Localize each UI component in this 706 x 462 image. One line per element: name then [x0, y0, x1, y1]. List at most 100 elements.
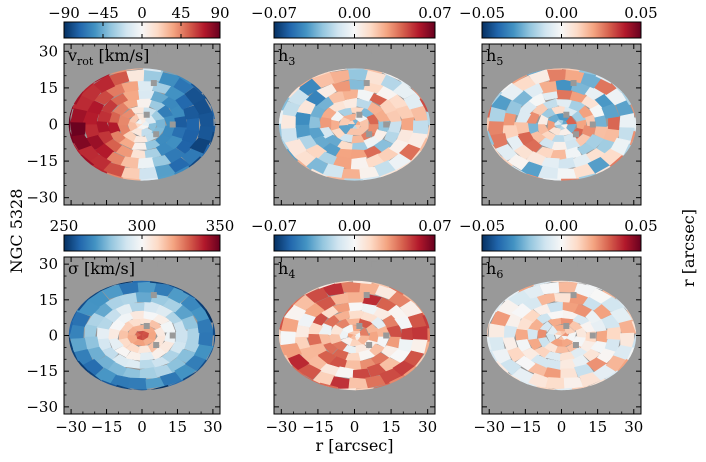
bin-cell	[631, 317, 637, 335]
panel-label-unit: [km/s]	[93, 46, 149, 65]
bin-cell	[284, 304, 307, 322]
masked-bin	[169, 121, 176, 128]
y-tick-label: −15	[26, 362, 58, 380]
masked-bin	[371, 261, 378, 268]
bin-cell	[278, 328, 281, 345]
bin-cell	[555, 79, 574, 91]
masked-bin	[563, 111, 570, 118]
bin-cell	[348, 377, 369, 389]
bin-cell	[120, 108, 136, 120]
colorbar-tick-label: −0.07	[251, 217, 297, 235]
colorbar-tick-label: 0.07	[418, 217, 451, 235]
bin-cell	[557, 281, 578, 293]
bin-cell	[96, 327, 110, 341]
panel-label-h4: h4	[278, 259, 295, 281]
y-tick-label: 0	[48, 116, 58, 134]
masked-bin	[589, 332, 596, 339]
x-tick-label: −30	[473, 418, 505, 436]
y-tick-label: −15	[26, 152, 58, 170]
bin-cell	[596, 330, 608, 343]
bin-cell	[573, 283, 597, 298]
right-axis-label: r [arcsec]	[679, 209, 698, 287]
bin-cell	[486, 336, 492, 354]
colorbar-tick-label: 0.07	[418, 4, 451, 22]
bin-cell	[68, 335, 74, 352]
bin-cell	[198, 331, 214, 347]
masked-bin	[570, 292, 577, 299]
bin-cell	[331, 349, 349, 360]
bin-cell	[68, 114, 71, 132]
panel-label-main: h	[278, 259, 288, 278]
bin-cell	[346, 291, 366, 303]
x-tick-label: −15	[510, 418, 542, 436]
bin-cell	[109, 317, 126, 332]
bin-cell	[347, 310, 365, 320]
bin-cell	[68, 98, 74, 118]
x-axis-label: r [arcsec]	[315, 436, 393, 455]
bin-cell	[279, 330, 296, 346]
y-tick-label: 15	[39, 291, 58, 309]
bin-cell	[140, 177, 162, 181]
bin-cell	[319, 116, 332, 130]
bin-cell	[544, 351, 561, 362]
bin-cell	[539, 177, 562, 181]
bin-cell	[552, 387, 575, 391]
masked-bin	[143, 322, 150, 329]
masked-bin	[150, 292, 157, 299]
masked-bin	[371, 48, 378, 55]
bin-cell	[631, 333, 637, 350]
bin-cell	[118, 292, 138, 306]
y-tick-label: 15	[39, 79, 58, 97]
panel-label-h3: h3	[278, 46, 295, 68]
bin-cell	[278, 107, 284, 125]
bin-cell	[154, 304, 174, 318]
x-tick-label: 30	[418, 418, 437, 436]
bin-cell	[412, 119, 429, 135]
colorbar-tick-label: −0.05	[459, 217, 505, 235]
masked-bin	[363, 80, 370, 87]
masked-bin	[572, 342, 579, 349]
bin-cell	[608, 116, 620, 131]
panel-label-vrot: vrot [km/s]	[67, 46, 149, 68]
x-tick-label: 30	[624, 418, 643, 436]
bin-cell	[278, 316, 299, 333]
bin-cell	[144, 148, 162, 161]
bin-cell	[571, 386, 596, 391]
bin-cell	[600, 148, 624, 167]
bin-cell	[606, 326, 622, 340]
bin-cell	[278, 313, 285, 331]
x-tick-label: −30	[265, 418, 297, 436]
bin-cell	[69, 324, 85, 340]
masked-bin	[577, 261, 584, 268]
bin-cell	[568, 280, 592, 284]
bin-cell	[352, 280, 376, 285]
colorbar-tick-label: 0.00	[338, 4, 371, 22]
x-tick-label: 0	[557, 418, 567, 436]
bin-cell	[214, 117, 216, 135]
bin-cell	[426, 124, 431, 142]
panel-label-h5: h5	[486, 46, 503, 68]
colorbar-tick-label: 0.05	[624, 4, 657, 22]
bin-cell	[296, 364, 322, 380]
x-tick-label: 15	[588, 418, 607, 436]
x-tick-label: 15	[382, 418, 401, 436]
colorbar-tick-label: 350	[206, 217, 235, 235]
bin-cell	[514, 328, 529, 341]
y-tick-label: 0	[48, 327, 58, 345]
bin-cell	[68, 319, 74, 337]
bin-cell	[340, 282, 361, 293]
bin-cell	[357, 125, 369, 137]
bin-cell	[532, 346, 551, 359]
bin-cell	[347, 68, 369, 81]
bin-cell	[515, 355, 536, 371]
panel-label-sub: rot	[77, 55, 94, 68]
galaxy-label: NGC 5328	[7, 189, 26, 274]
bin-cell	[331, 280, 354, 284]
colorbar-tick-label: 0.05	[624, 217, 657, 235]
bin-cell	[294, 111, 311, 126]
bin-cell	[323, 68, 347, 73]
bin-cell	[130, 280, 153, 284]
bin-cell	[184, 354, 207, 371]
panel-h3: −0.07 0.00 0.07 h3	[251, 4, 452, 206]
